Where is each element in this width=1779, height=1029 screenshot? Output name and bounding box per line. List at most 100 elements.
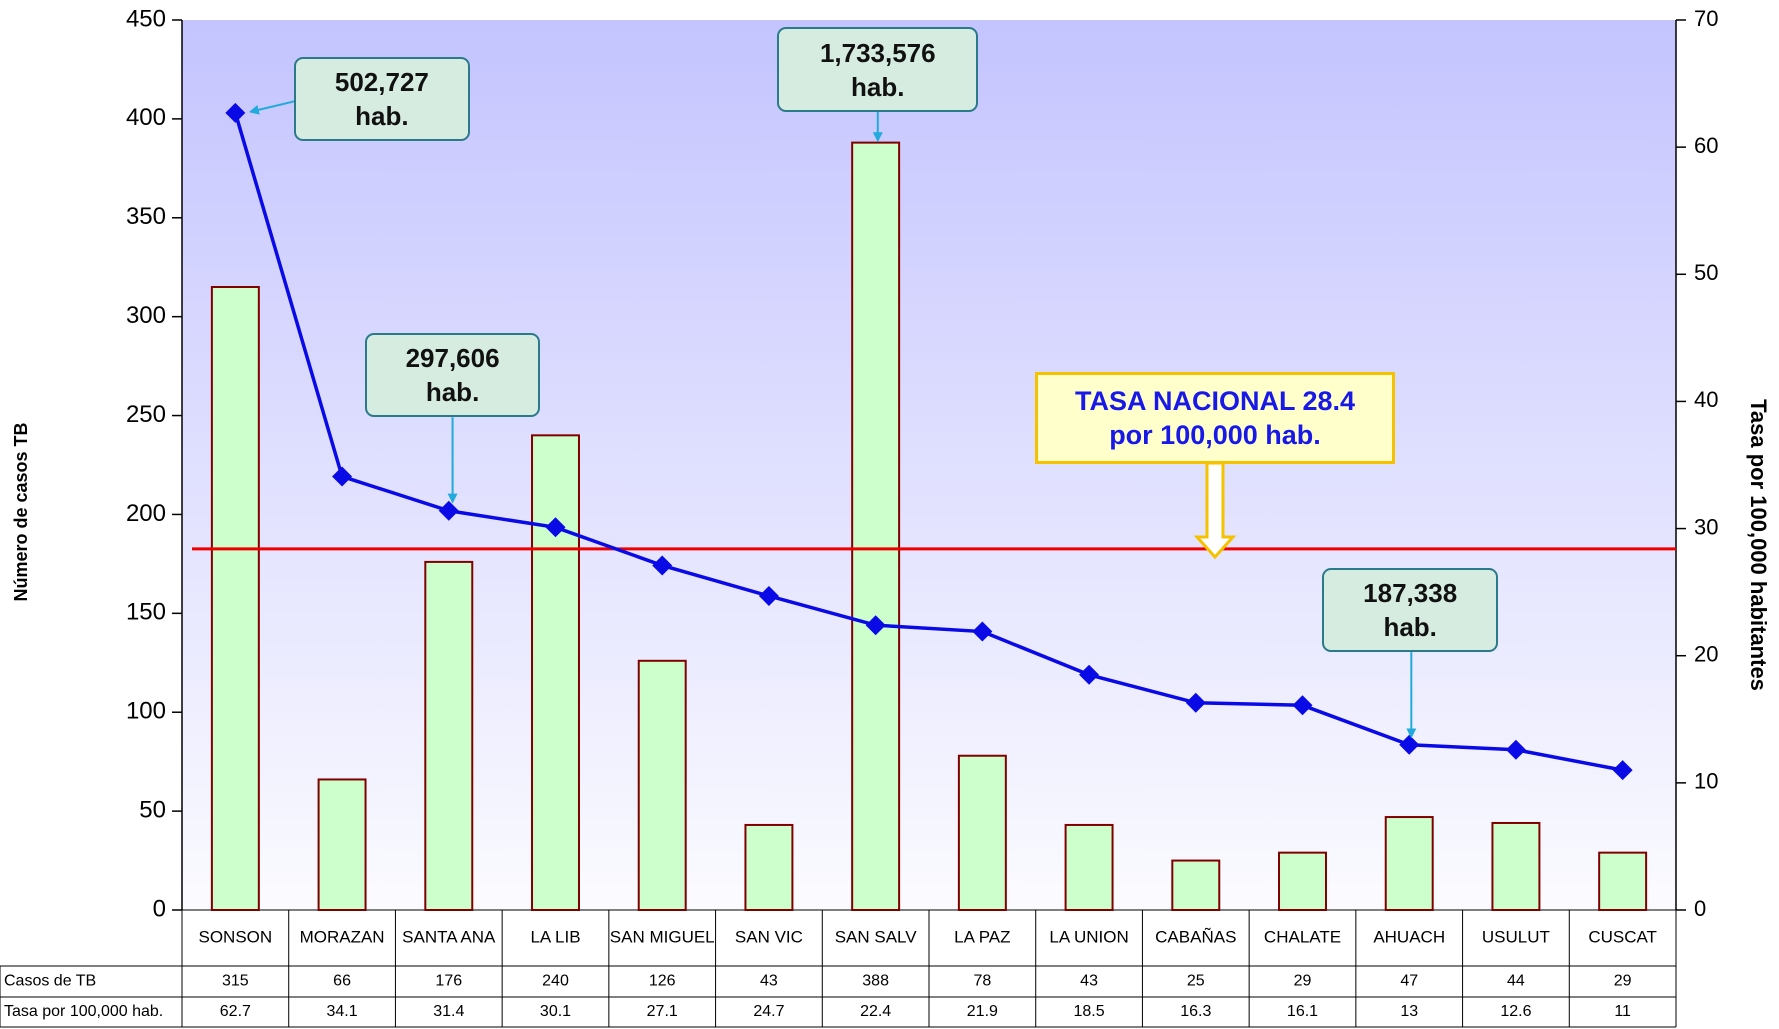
rate-marker: [438, 500, 459, 521]
y2-axis-label: Tasa por 100,000 habitantes: [1746, 399, 1771, 691]
table-value: 388: [862, 973, 889, 990]
y2-tick-label: 10: [1694, 769, 1718, 794]
bar: [1171, 859, 1221, 911]
rate-marker: [545, 517, 566, 538]
table-value: 13: [1400, 1003, 1418, 1020]
rate-marker: [1612, 760, 1633, 781]
y-tick-label: 400: [126, 104, 166, 131]
bar: [1598, 851, 1648, 912]
y-tick-label: 0: [153, 895, 166, 922]
y-axis-label: Número de casos TB: [11, 422, 31, 601]
y2-tick-label: 20: [1694, 642, 1718, 667]
table-value: 25: [1187, 973, 1205, 990]
x-tick-label: CUSCAT: [1588, 927, 1657, 946]
rate-marker: [1399, 734, 1420, 755]
rate-arrow: [1193, 461, 1237, 560]
table-value: 43: [1080, 973, 1098, 990]
rate-marker: [652, 555, 673, 576]
y-tick-label: 50: [139, 796, 166, 823]
x-tick-label: SANTA ANA: [402, 927, 496, 946]
bar: [1384, 816, 1434, 911]
table-value: 31.4: [433, 1003, 464, 1020]
y-tick-label: 250: [126, 401, 166, 428]
y2-tick-label: 50: [1694, 260, 1718, 285]
table-value: 78: [973, 973, 991, 990]
table-value: 11: [1614, 1003, 1631, 1020]
rate-marker: [972, 621, 993, 642]
table-value: 29: [1614, 973, 1632, 990]
table-value: 24.7: [753, 1003, 784, 1020]
y-tick-label: 450: [126, 5, 166, 32]
bar: [1064, 823, 1114, 912]
rate-marker: [1185, 692, 1206, 713]
table-value: 22.4: [860, 1003, 891, 1020]
x-tick-label: AHUACH: [1373, 927, 1445, 946]
table-value: 126: [649, 973, 676, 990]
table-value: 27.1: [647, 1003, 678, 1020]
bar: [957, 754, 1007, 911]
y2-tick-label: 30: [1694, 514, 1718, 539]
national-rate-label: TASA NACIONAL 28.4 por 100,000 hab.: [1035, 372, 1395, 464]
callout-arrow: [248, 99, 299, 115]
y2-tick-label: 70: [1694, 6, 1718, 31]
y-tick-label: 200: [126, 500, 166, 527]
table-value: 18.5: [1074, 1003, 1105, 1020]
callout: 1,733,576 hab.: [777, 27, 979, 112]
bar: [210, 286, 260, 911]
y-tick-label: 300: [126, 302, 166, 329]
table-value: 29: [1294, 973, 1312, 990]
x-tick-label: SAN MIGUEL: [610, 927, 715, 946]
table-value: 315: [222, 973, 249, 990]
bar: [317, 778, 367, 912]
x-tick-label: USULUT: [1482, 927, 1550, 946]
y2-tick-label: 40: [1694, 387, 1718, 412]
bar: [1491, 821, 1541, 912]
y-tick-label: 100: [126, 698, 166, 725]
bar: [637, 659, 687, 911]
bar: [424, 560, 474, 912]
table-value: 30.1: [540, 1003, 571, 1020]
table-value: 66: [333, 973, 351, 990]
table-value: 240: [542, 973, 569, 990]
bar: [851, 141, 901, 912]
table-value: 16.3: [1180, 1003, 1211, 1020]
rate-marker: [332, 466, 353, 487]
table-value: 12.6: [1500, 1003, 1531, 1020]
x-tick-label: SONSON: [199, 927, 273, 946]
y-tick-label: 350: [126, 203, 166, 230]
x-tick-label: LA UNION: [1049, 927, 1128, 946]
table-value: 43: [760, 973, 778, 990]
bar: [744, 823, 794, 912]
rate-marker: [1505, 739, 1526, 760]
table-value: 62.7: [220, 1003, 251, 1020]
table-value: 176: [435, 973, 462, 990]
table-value: 21.9: [967, 1003, 998, 1020]
x-tick-label: CABAÑAS: [1155, 927, 1236, 946]
legend-label: Casos de TB: [4, 973, 96, 990]
x-tick-label: LA LIB: [530, 927, 580, 946]
table-value: 16.1: [1287, 1003, 1318, 1020]
x-tick-label: CHALATE: [1264, 927, 1341, 946]
callout: 297,606 hab.: [364, 332, 541, 418]
x-tick-label: MORAZAN: [300, 927, 385, 946]
y2-tick-label: 60: [1694, 133, 1718, 158]
table-value: 44: [1507, 973, 1525, 990]
callout: 187,338 hab.: [1322, 567, 1498, 653]
y2-tick-label: 0: [1694, 896, 1706, 921]
rate-marker: [865, 615, 886, 636]
callout: 502,727 hab.: [294, 57, 470, 142]
bar: [1278, 851, 1327, 912]
table-value: 34.1: [327, 1003, 358, 1020]
y-tick-label: 150: [126, 599, 166, 626]
rate-marker: [225, 102, 246, 123]
bar: [531, 434, 580, 911]
table-value: 47: [1400, 973, 1418, 990]
x-tick-label: SAN SALV: [835, 927, 918, 946]
rate-marker: [1079, 664, 1100, 685]
rate-marker: [1292, 695, 1313, 716]
plot-background: [182, 20, 1676, 910]
rate-marker: [758, 585, 779, 606]
x-tick-label: SAN VIC: [735, 927, 803, 946]
